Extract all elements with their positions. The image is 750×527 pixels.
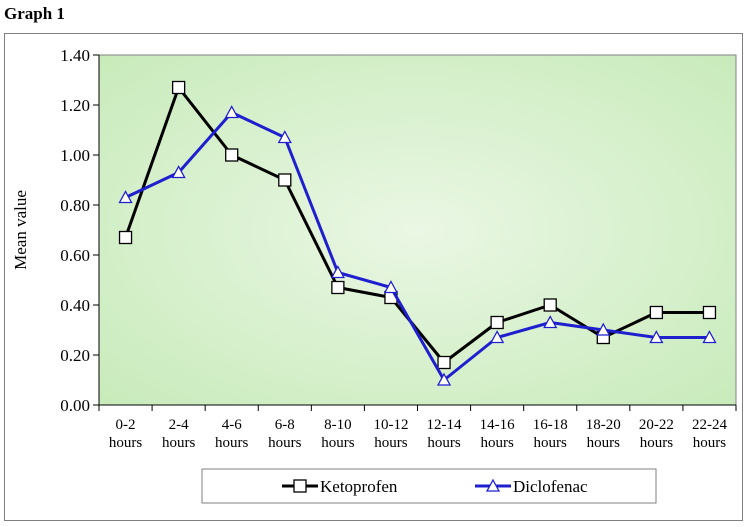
x-tick-label: 20-22: [639, 417, 674, 433]
x-tick-label: 14-16: [480, 417, 515, 433]
data-point-diclofenac: [224, 105, 239, 119]
x-tick-label: 4-6: [222, 417, 242, 433]
data-point-ketoprofen: [225, 148, 239, 162]
x-tick-label: 0-2: [116, 417, 136, 433]
y-tick-label: 0.80: [60, 196, 90, 215]
data-point-diclofenac: [330, 265, 345, 279]
data-point-diclofenac: [436, 372, 452, 386]
x-tick-label: hours: [374, 435, 407, 451]
data-point-ketoprofen: [543, 298, 557, 312]
x-tick-label: hours: [268, 435, 301, 451]
y-axis-title: Mean value: [11, 190, 30, 270]
x-tick-label: 12-14: [427, 417, 462, 433]
x-tick-label: hours: [109, 435, 142, 451]
legend-label-ketoprofen: Ketoprofen: [320, 477, 398, 496]
y-tick-label: 0.40: [60, 296, 90, 315]
x-tick-label: 2-4: [169, 417, 189, 433]
series-layer: [118, 80, 717, 386]
series-line-ketoprofen: [124, 86, 710, 364]
line-chart: 0.00 0.20 0.40 0.60 0.80 1.00 1.20 1.40 0-2 hour…: [11, 46, 737, 504]
series-line-diclofenac: [124, 111, 710, 382]
legend-marker-diclofenac: [485, 478, 501, 492]
x-tick-label: hours: [587, 435, 620, 451]
x-tick-label: hours: [321, 435, 354, 451]
data-point-ketoprofen: [118, 230, 133, 245]
legend-item-ketoprofen: Ketoprofen: [282, 477, 398, 496]
y-tick-label: 0.20: [60, 346, 90, 365]
graph-heading: Graph 1: [4, 4, 65, 23]
data-point-ketoprofen: [490, 315, 504, 330]
x-tick-label: hours: [480, 435, 513, 451]
data-point-diclofenac: [702, 330, 717, 344]
data-point-diclofenac: [543, 315, 558, 329]
x-tick-label: 8-10: [324, 417, 352, 433]
data-point-diclofenac: [383, 280, 399, 294]
y-tick-label: 1.40: [60, 46, 90, 65]
data-point-diclofenac: [171, 165, 186, 179]
x-tick-label: hours: [427, 435, 460, 451]
chart-frame: 0.00 0.20 0.40 0.60 0.80 1.00 1.20 1.40 0-2 hour…: [4, 33, 743, 521]
legend-label-diclofenac: Diclofenac: [513, 477, 588, 496]
data-point-ketoprofen: [278, 173, 292, 187]
x-tick-label: hours: [215, 435, 248, 451]
x-tick-label: 22-24: [692, 417, 727, 433]
x-tick-label: hours: [162, 435, 195, 451]
series-diclofenac: [118, 105, 717, 386]
data-point-ketoprofen: [437, 355, 451, 370]
x-tick-label: 10-12: [373, 417, 408, 433]
data-point-diclofenac: [118, 190, 133, 204]
y-tick-label: 1.00: [60, 146, 90, 165]
legend-item-diclofenac: Diclofenac: [475, 477, 588, 496]
x-tick-label: 6-8: [275, 417, 295, 433]
legend-box: [201, 468, 657, 504]
plot-area: [98, 54, 737, 406]
data-point-ketoprofen: [649, 305, 664, 320]
data-point-ketoprofen: [702, 305, 717, 320]
x-tick-label: 18-20: [586, 417, 621, 433]
x-axis: 0-2 hours 2-4 hours 4-6 hours 6-8 hours 8-10 hour…: [98, 404, 737, 451]
y-axis: 0.00 0.20 0.40 0.60 0.80 1.00 1.20 1.40: [60, 46, 100, 415]
series-ketoprofen: [118, 80, 717, 370]
data-point-diclofenac: [649, 330, 664, 344]
data-point-diclofenac: [490, 330, 505, 344]
x-tick-label: hours: [640, 435, 673, 451]
legend: Ketoprofen Diclofenac: [201, 468, 657, 504]
data-point-diclofenac: [596, 322, 611, 336]
data-point-ketoprofen: [171, 80, 186, 95]
x-tick-label: hours: [534, 435, 567, 451]
data-point-ketoprofen: [331, 280, 345, 295]
y-tick-label: 0.00: [60, 396, 90, 415]
y-tick-label: 0.60: [60, 246, 90, 265]
x-tick-label: hours: [693, 435, 726, 451]
x-tick-label: 16-18: [533, 417, 568, 433]
y-tick-label: 1.20: [60, 96, 90, 115]
data-point-diclofenac: [277, 130, 292, 144]
legend-marker-ketoprofen: [293, 479, 307, 493]
